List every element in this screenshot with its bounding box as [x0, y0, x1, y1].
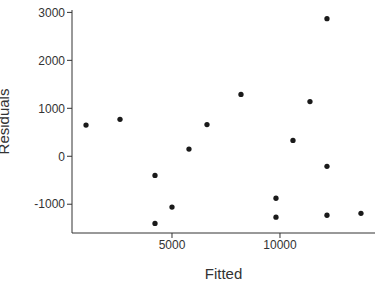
svg-text:0: 0: [58, 150, 65, 164]
svg-text:1000: 1000: [38, 102, 65, 116]
svg-text:3000: 3000: [38, 6, 65, 20]
svg-text:10000: 10000: [263, 238, 297, 252]
svg-text:Residuals: Residuals: [8, 89, 12, 155]
svg-text:-1000: -1000: [34, 197, 65, 211]
svg-text:2000: 2000: [38, 54, 65, 68]
svg-text:Fitted: Fitted: [205, 265, 243, 282]
svg-text:5000: 5000: [159, 238, 186, 252]
